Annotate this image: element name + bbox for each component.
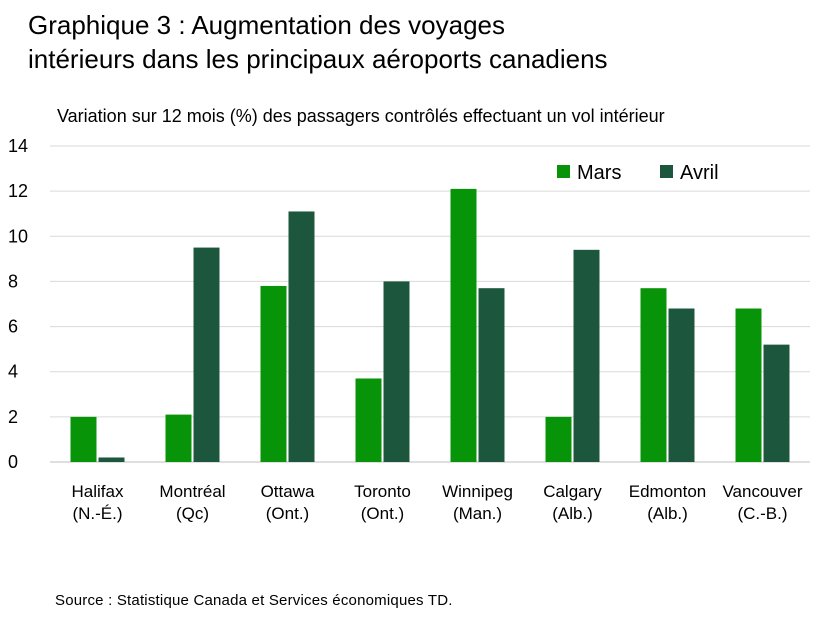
bar-mars <box>165 414 192 462</box>
chart-title-line1: Graphique 3 : Augmentation des voyages <box>28 10 505 40</box>
bar-avril <box>193 247 220 462</box>
y-tick-label: 4 <box>8 362 18 382</box>
y-tick-label: 0 <box>8 452 18 472</box>
x-tick-label: Calgary <box>543 482 602 501</box>
legend-label-avril: Avril <box>680 162 719 184</box>
bar-mars <box>450 188 477 462</box>
y-tick-label: 6 <box>8 317 18 337</box>
bar-avril <box>763 344 790 462</box>
x-tick-label: (Ont.) <box>266 504 309 523</box>
legend-label-mars: Mars <box>577 162 621 184</box>
source-note: Source : Statistique Canada et Services … <box>55 592 453 609</box>
x-tick-label: Ottawa <box>261 482 315 501</box>
x-tick-label: Toronto <box>354 482 411 501</box>
y-tick-label: 12 <box>8 181 28 201</box>
x-tick-label: (N.-É.) <box>72 504 122 523</box>
x-tick-label: (Ont.) <box>361 504 404 523</box>
x-tick-label: (Alb.) <box>552 504 593 523</box>
bar-avril <box>573 249 600 462</box>
x-tick-label: Vancouver <box>722 482 802 501</box>
bar-mars <box>70 416 97 462</box>
chart-title: Graphique 3 : Augmentation des voyages i… <box>28 8 608 76</box>
x-tick-label: Edmonton <box>629 482 707 501</box>
bar-avril <box>478 288 505 462</box>
legend-swatch-mars <box>557 165 570 178</box>
bar-mars <box>545 416 572 462</box>
y-tick-label: 10 <box>8 226 28 246</box>
bar-mars <box>355 378 382 462</box>
bar-avril <box>668 308 695 462</box>
chart-subtitle: Variation sur 12 mois (%) des passagers … <box>57 106 665 126</box>
x-tick-label: Halifax <box>72 482 124 501</box>
chart-title-line2: intérieurs dans les principaux aéroports… <box>28 44 608 74</box>
bar-avril <box>98 457 125 462</box>
x-tick-label: Winnipeg <box>442 482 513 501</box>
bar-mars <box>735 308 762 462</box>
x-tick-label: (C.-B.) <box>737 504 787 523</box>
y-tick-label: 14 <box>8 136 28 156</box>
y-tick-label: 2 <box>8 407 18 427</box>
x-tick-label: Montréal <box>159 482 225 501</box>
legend-swatch-avril <box>660 165 673 178</box>
x-tick-label: (Qc) <box>176 504 209 523</box>
bar-avril <box>288 211 315 462</box>
bar-avril <box>383 281 410 462</box>
y-tick-label: 8 <box>8 271 18 291</box>
x-tick-label: (Man.) <box>453 504 502 523</box>
bar-mars <box>640 288 667 462</box>
bar-mars <box>260 285 287 462</box>
x-tick-label: (Alb.) <box>647 504 688 523</box>
